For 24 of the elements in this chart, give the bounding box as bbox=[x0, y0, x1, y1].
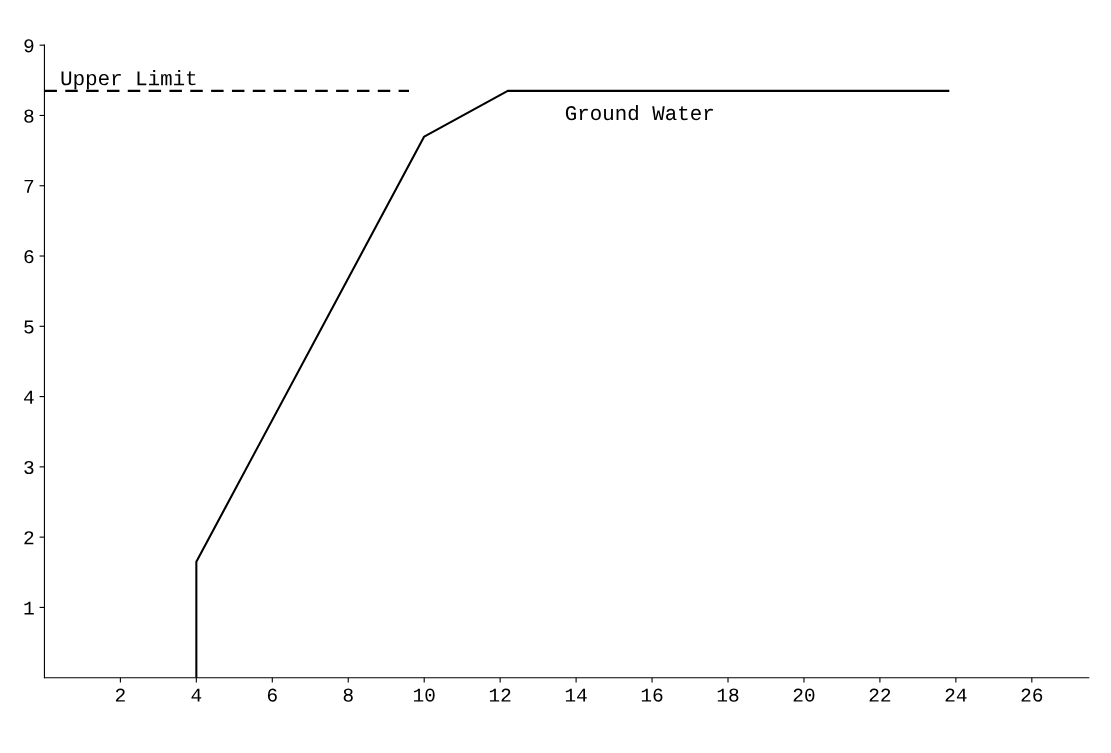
y-tick-label: 6 bbox=[24, 250, 34, 264]
x-tick-label: 18 bbox=[717, 688, 739, 702]
y-tick-label: 1 bbox=[24, 601, 34, 615]
y-tick-label: 5 bbox=[24, 320, 34, 334]
x-tick-label: 14 bbox=[565, 688, 587, 702]
y-tick-label: 8 bbox=[24, 109, 34, 123]
annotation: Upper Limit bbox=[61, 70, 196, 90]
x-tick-label: 6 bbox=[267, 688, 277, 702]
x-tick-label: 8 bbox=[343, 688, 353, 702]
series-label: Ground Water bbox=[565, 104, 713, 121]
x-tick-label: 24 bbox=[945, 688, 967, 702]
x-tick-label: 2 bbox=[115, 688, 125, 702]
y-tick-label: 3 bbox=[24, 460, 34, 475]
x-tick-label: 10 bbox=[413, 688, 435, 702]
x-tick-label: 20 bbox=[793, 688, 815, 702]
x-tick-label: 16 bbox=[641, 688, 663, 702]
x-tick-label: 26 bbox=[1021, 688, 1043, 702]
x-tick-label: 12 bbox=[489, 688, 511, 702]
y-tick-label: 7 bbox=[24, 179, 34, 193]
x-tick-label: 4 bbox=[191, 688, 202, 702]
y-tick-label: 4 bbox=[24, 390, 34, 404]
x-tick-label: 22 bbox=[869, 688, 891, 702]
y-tick-label: 2 bbox=[24, 531, 34, 545]
y-tick-label: 9 bbox=[24, 39, 34, 53]
